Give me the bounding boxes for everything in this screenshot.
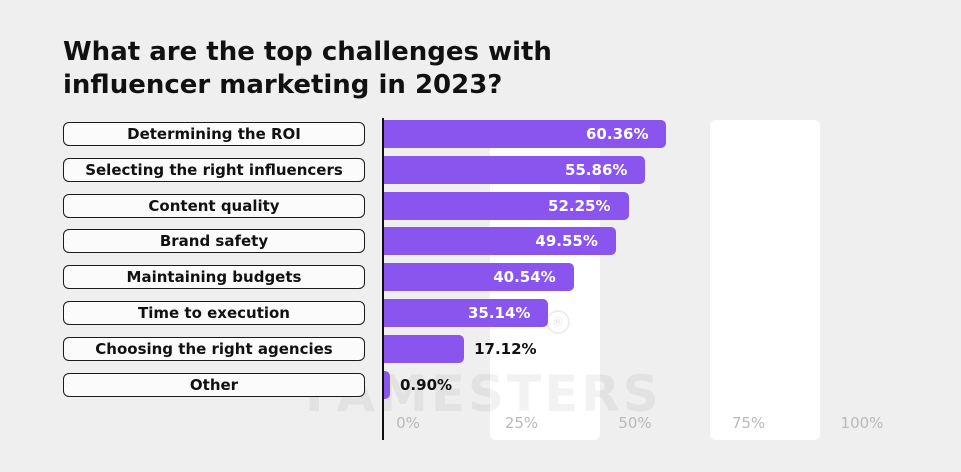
data-label: 40.54%: [493, 268, 556, 287]
y-axis-line: [382, 118, 384, 440]
data-label: 52.25%: [548, 196, 611, 215]
x-tick-label: 75%: [731, 414, 766, 432]
category-label: Content quality: [63, 193, 365, 218]
bar: [384, 120, 667, 148]
grid-band-75-100: [710, 120, 820, 440]
bar: [384, 334, 465, 363]
category-label: Choosing the right agencies: [63, 336, 365, 361]
category-label: Determining the ROI: [63, 122, 365, 146]
bar: [384, 299, 549, 327]
bar: [384, 370, 390, 399]
x-tick-label: 50%: [618, 414, 652, 432]
chart-title: What are the top challenges with influen…: [63, 37, 552, 100]
bar: [384, 191, 629, 220]
bar: [384, 155, 646, 184]
data-label: 60.36%: [586, 125, 649, 143]
registered-mark-icon: ®: [546, 310, 570, 334]
category-label: Time to execution: [63, 301, 365, 325]
data-label: 0.90%: [400, 375, 453, 394]
bar: [384, 227, 616, 256]
category-label: Brand safety: [63, 229, 365, 254]
category-label: Other: [63, 372, 365, 397]
x-tick-label: 0%: [396, 414, 420, 432]
x-tick-label: 25%: [504, 414, 539, 432]
bar: [384, 263, 574, 292]
category-label: Selecting the right influencers: [63, 157, 365, 182]
category-label: Maintaining budgets: [63, 265, 365, 290]
data-label: 55.86%: [564, 160, 628, 179]
data-label: 35.14%: [467, 304, 531, 322]
data-label: 49.55%: [535, 232, 598, 251]
data-label: 17.12%: [474, 339, 537, 358]
x-tick-label: 100%: [840, 414, 884, 432]
